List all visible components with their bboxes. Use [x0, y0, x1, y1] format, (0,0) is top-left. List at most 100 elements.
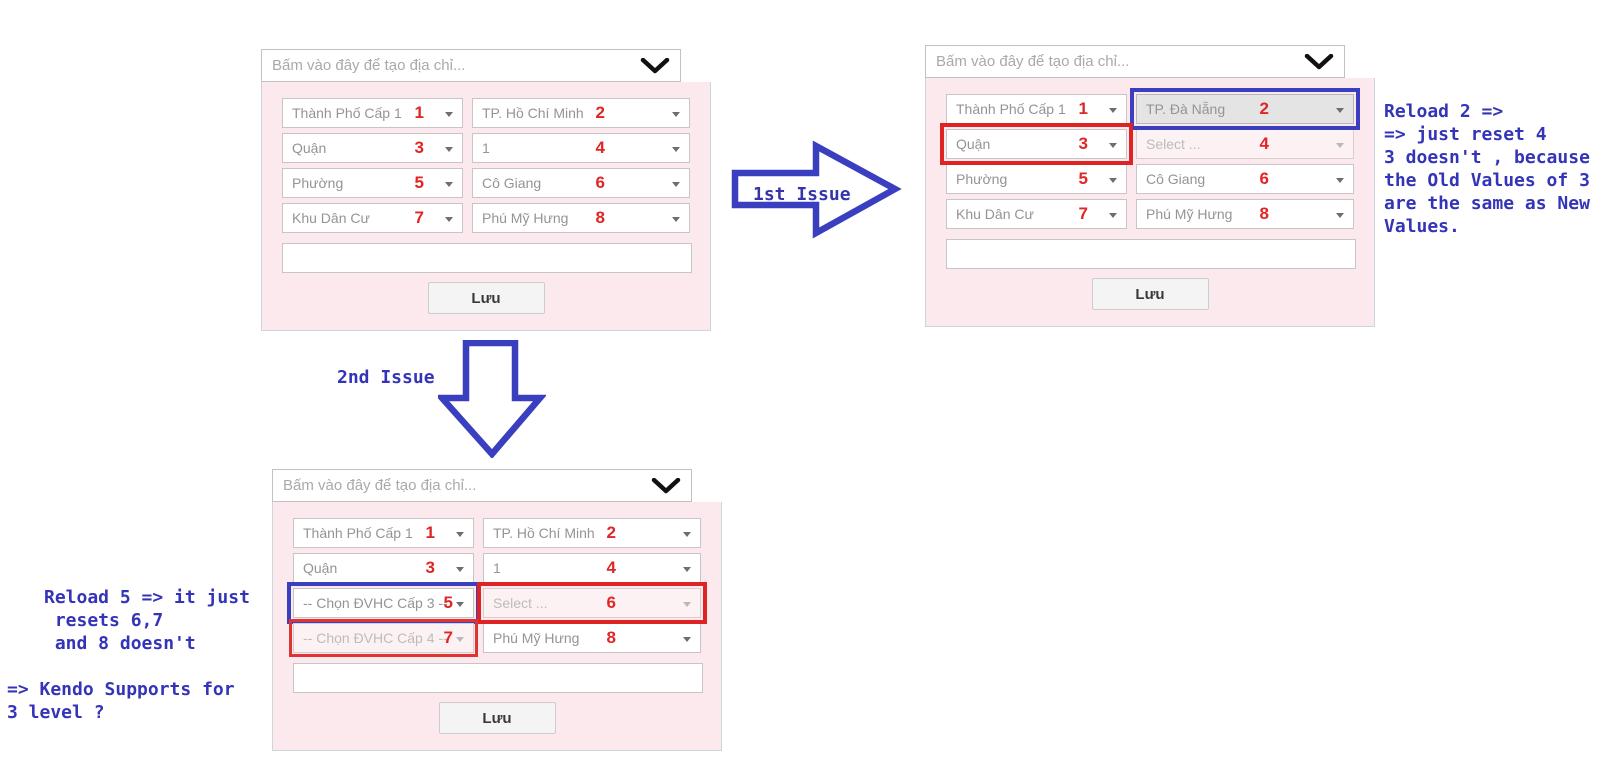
dropdown-1[interactable]: Thành Phố Cấp 1 1: [293, 518, 474, 548]
annotation-number: 8: [606, 628, 616, 647]
dropdown-6[interactable]: Cô Giang 6: [1136, 164, 1354, 194]
dropdown-2[interactable]: TP. Hồ Chí Minh 2: [472, 98, 690, 128]
annotation-number: 2: [595, 103, 605, 122]
dropdown-3[interactable]: Quận 3: [940, 123, 1133, 165]
dropdown-3[interactable]: Quận 3: [282, 133, 463, 163]
annotation-number: 5: [443, 593, 453, 612]
annotation-number: 7: [443, 628, 453, 647]
annotation-number: 3: [425, 558, 435, 577]
dropdown-5[interactable]: Phường 5: [946, 164, 1127, 194]
dropdown-row: Quận 3 1 4: [282, 133, 690, 163]
dropdown-value: Select ...: [493, 595, 548, 611]
dropdown-caret-icon: [672, 182, 680, 187]
dropdown-caret-icon: [683, 567, 691, 572]
dropdown-6[interactable]: Cô Giang 6: [472, 168, 690, 198]
dropdown-value: Phú Mỹ Hưng: [482, 210, 569, 226]
address-detail-input[interactable]: [946, 239, 1356, 269]
dropdown-value: Quận: [303, 560, 338, 576]
dropdown-caret-icon: [1109, 143, 1117, 148]
dropdown-2[interactable]: TP. Hồ Chí Minh 2: [483, 518, 701, 548]
address-combobox[interactable]: [925, 45, 1345, 78]
save-button[interactable]: Lưu: [427, 282, 545, 314]
dropdown-5[interactable]: -- Chọn ĐVHC Cấp 3 -- 5: [287, 582, 480, 624]
annotation-number: 4: [1259, 134, 1269, 153]
dropdown-value: Khu Dân Cư: [292, 210, 370, 226]
annotation-number: 5: [414, 173, 424, 192]
dropdown-caret-icon: [1336, 143, 1344, 148]
dropdown-caret-icon: [456, 637, 464, 642]
second-issue-arrow-icon: [438, 340, 546, 458]
save-button[interactable]: Lưu: [438, 702, 556, 734]
dropdown-caret-icon: [1109, 108, 1117, 113]
dropdown-row: Phường 5 Cô Giang 6: [946, 164, 1354, 194]
dropdown-rows: Thành Phố Cấp 1 1 TP. Đà Nẵng 2 Quận 3 Select …: [940, 88, 1360, 229]
dropdown-row: Khu Dân Cư 7 Phú Mỹ Hưng 8: [946, 199, 1354, 229]
dropdown-row: Thành Phố Cấp 1 1 TP. Đà Nẵng 2: [946, 88, 1360, 130]
dropdown-value: Phường: [956, 171, 1008, 187]
dropdown-row: -- Chọn ĐVHC Cấp 3 -- 5 Select ... 6: [287, 582, 707, 624]
second-issue-label: 2nd Issue: [337, 367, 435, 388]
chevron-down-icon[interactable]: [651, 478, 681, 495]
annotation-number: 4: [595, 138, 605, 157]
chevron-down-icon[interactable]: [1304, 54, 1334, 71]
address-detail-input[interactable]: [282, 243, 692, 273]
dropdown-value: Quận: [956, 136, 991, 152]
annotation-number: 4: [606, 558, 616, 577]
annotation-number: 8: [595, 208, 605, 227]
dropdown-rows: Thành Phố Cấp 1 1 TP. Hồ Chí Minh 2 Quận 3 1 4-…: [287, 518, 707, 657]
address-combobox-input[interactable]: [926, 53, 1344, 70]
dropdown-row: Quận 3 1 4: [293, 553, 701, 583]
note-kendo-question: => Kendo Supports for 3 level ?: [7, 679, 235, 723]
dropdown-8[interactable]: Phú Mỹ Hưng 8: [472, 203, 690, 233]
address-combobox[interactable]: [272, 469, 692, 502]
dropdown-value: TP. Đà Nẵng: [1146, 101, 1226, 117]
annotation-number: 1: [425, 523, 435, 542]
annotation-number: 5: [1078, 169, 1088, 188]
dropdown-5[interactable]: Phường 5: [282, 168, 463, 198]
dropdown-1[interactable]: Thành Phố Cấp 1 1: [282, 98, 463, 128]
dropdown-1[interactable]: Thành Phố Cấp 1 1: [946, 94, 1127, 124]
dropdown-caret-icon: [1336, 213, 1344, 218]
dropdown-caret-icon: [683, 532, 691, 537]
save-button[interactable]: Lưu: [1091, 278, 1209, 310]
dropdown-caret-icon: [672, 217, 680, 222]
dropdown-row: Thành Phố Cấp 1 1 TP. Hồ Chí Minh 2: [293, 518, 701, 548]
dropdown-3[interactable]: Quận 3: [293, 553, 474, 583]
dropdown-value: Thành Phố Cấp 1: [303, 525, 413, 541]
dropdown-row: Phường 5 Cô Giang 6: [282, 168, 690, 198]
annotation-number: 7: [1078, 204, 1088, 223]
address-detail-input[interactable]: [293, 663, 703, 693]
dropdown-7[interactable]: -- Chọn ĐVHC Cấp 4 -- 7: [289, 619, 478, 657]
address-form: Thành Phố Cấp 1 1 TP. Hồ Chí Minh 2 Quận 3 1 4 P…: [261, 82, 711, 331]
address-widget-first-issue: Thành Phố Cấp 1 1 TP. Đà Nẵng 2 Quận 3 Select …: [925, 45, 1375, 327]
dropdown-caret-icon: [1336, 108, 1344, 113]
dropdown-row: Khu Dân Cư 7 Phú Mỹ Hưng 8: [282, 203, 690, 233]
dropdown-caret-icon: [445, 112, 453, 117]
dropdown-value: Phường: [292, 175, 344, 191]
first-issue-arrow-icon: [731, 140, 902, 239]
address-combobox-input[interactable]: [273, 477, 691, 494]
dropdown-8[interactable]: Phú Mỹ Hưng 8: [483, 623, 701, 653]
dropdown-caret-icon: [672, 147, 680, 152]
annotation-number: 1: [1078, 99, 1088, 118]
dropdown-row: Thành Phố Cấp 1 1 TP. Hồ Chí Minh 2: [282, 98, 690, 128]
dropdown-7[interactable]: Khu Dân Cư 7: [282, 203, 463, 233]
dropdown-4[interactable]: Select ... 4: [1136, 129, 1354, 159]
dropdown-6[interactable]: Select ... 6: [477, 582, 707, 624]
dropdown-2[interactable]: TP. Đà Nẵng 2: [1130, 88, 1360, 130]
dropdown-7[interactable]: Khu Dân Cư 7: [946, 199, 1127, 229]
dropdown-value: Cô Giang: [482, 175, 542, 191]
dropdown-8[interactable]: Phú Mỹ Hưng 8: [1136, 199, 1354, 229]
first-issue-label: 1st Issue: [753, 184, 851, 205]
dropdown-row: -- Chọn ĐVHC Cấp 4 -- 7 Phú Mỹ Hưng 8: [289, 619, 701, 657]
dropdown-value: 1: [482, 140, 490, 156]
address-combobox[interactable]: [261, 49, 681, 82]
dropdown-caret-icon: [1109, 213, 1117, 218]
chevron-down-icon[interactable]: [640, 58, 670, 75]
address-combobox-input[interactable]: [262, 57, 680, 74]
dropdown-value: -- Chọn ĐVHC Cấp 4 --: [303, 630, 448, 646]
